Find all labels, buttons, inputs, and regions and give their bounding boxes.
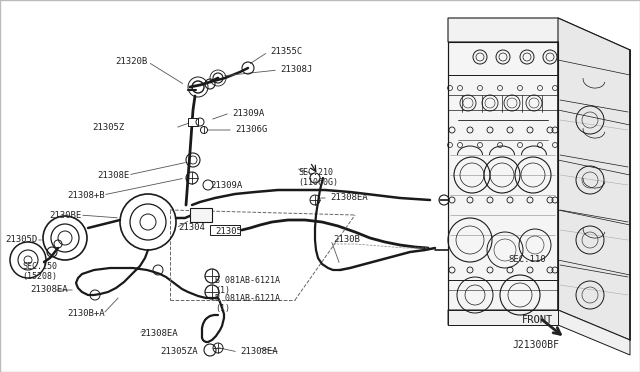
Text: 21309A: 21309A	[232, 109, 264, 118]
Polygon shape	[448, 42, 558, 310]
Text: 21320B: 21320B	[116, 58, 148, 67]
Text: B 081AB-6121A
(1): B 081AB-6121A (1)	[215, 276, 280, 295]
Text: 21304: 21304	[178, 224, 205, 232]
Polygon shape	[448, 310, 630, 355]
Text: 21308J: 21308J	[280, 65, 312, 74]
Text: 21308+B: 21308+B	[67, 190, 105, 199]
Text: 21305D: 21305D	[6, 235, 38, 244]
Text: 21308EA: 21308EA	[30, 285, 68, 295]
Text: 2130BE: 2130BE	[50, 211, 82, 219]
Text: J21300BF: J21300BF	[512, 340, 559, 350]
Text: FRONT: FRONT	[522, 315, 553, 325]
Text: SEC.110: SEC.110	[508, 256, 546, 264]
Text: 21309A: 21309A	[210, 180, 243, 189]
Text: 2130B: 2130B	[333, 235, 360, 244]
Text: 21305: 21305	[215, 228, 242, 237]
Bar	[190, 208, 212, 222]
Polygon shape	[558, 18, 630, 340]
Text: 2130B+A: 2130B+A	[67, 310, 105, 318]
Text: 21306G: 21306G	[235, 125, 268, 135]
Bar	[188, 118, 198, 126]
Text: 21308EA: 21308EA	[140, 328, 178, 337]
Text: 21355C: 21355C	[270, 48, 302, 57]
Text: 21305Z: 21305Z	[93, 124, 125, 132]
Text: B 081AB-6121A
(1): B 081AB-6121A (1)	[215, 294, 280, 313]
Polygon shape	[448, 18, 630, 75]
Text: 21308EA: 21308EA	[240, 347, 278, 356]
Text: 21308EA: 21308EA	[330, 193, 367, 202]
Text: SEC.210
(11060G): SEC.210 (11060G)	[298, 168, 338, 187]
Text: 21305ZA: 21305ZA	[161, 347, 198, 356]
Text: 21308E: 21308E	[98, 170, 130, 180]
Bar	[210, 225, 240, 235]
Text: SEC.150
(15208): SEC.150 (15208)	[22, 262, 57, 281]
Polygon shape	[448, 310, 558, 325]
